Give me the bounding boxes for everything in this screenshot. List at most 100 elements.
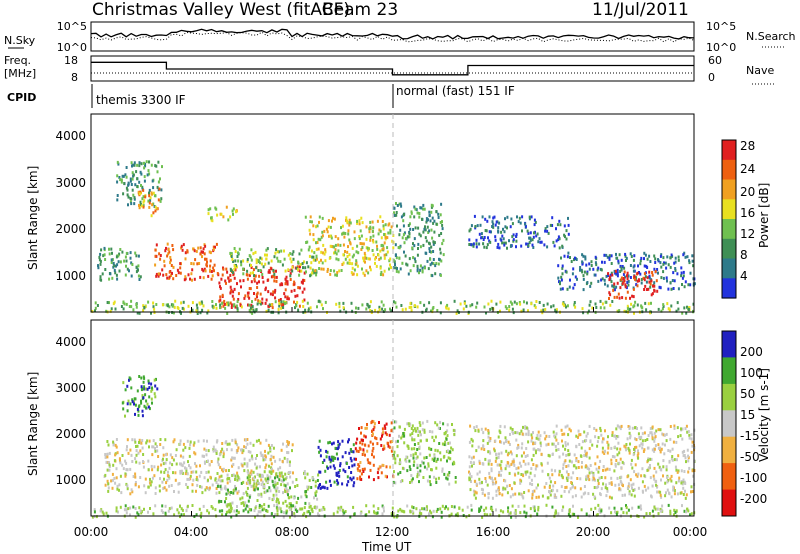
- power-cell: [416, 264, 419, 268]
- velocity-cell: [179, 471, 182, 475]
- power-cell: [264, 301, 267, 305]
- power-cell: [199, 311, 202, 315]
- velocity-cell: [567, 473, 570, 476]
- velocity-cell: [127, 507, 130, 511]
- velocity-cell: [255, 487, 258, 491]
- velocity-cell: [332, 441, 335, 445]
- power-cell: [611, 300, 614, 303]
- velocity-cell: [532, 505, 535, 509]
- velocity-cell: [491, 476, 493, 480]
- velocity-cell: [235, 513, 238, 517]
- velocity-cell: [567, 449, 570, 453]
- velocity-cell: [446, 434, 449, 438]
- velocity-cell: [469, 424, 472, 428]
- velocity-cell: [552, 442, 555, 446]
- power-cell: [264, 286, 267, 290]
- velocity-cell: [140, 399, 142, 403]
- power-cell: [97, 264, 99, 268]
- velocity-cell: [280, 448, 283, 452]
- velocity-cell: [495, 456, 498, 460]
- power-cell: [654, 257, 657, 261]
- velocity-cell: [241, 464, 244, 468]
- power-cell: [327, 219, 330, 223]
- power-cell: [109, 309, 112, 313]
- velocity-cell: [247, 474, 250, 478]
- velocity-cell: [413, 427, 416, 431]
- power-cell: [472, 244, 475, 248]
- velocity-cell: [653, 466, 656, 470]
- velocity-cell: [564, 447, 567, 451]
- power-cell: [160, 188, 163, 192]
- velocity-cell: [665, 439, 668, 443]
- power-cell: [148, 172, 151, 176]
- power-cell: [260, 257, 263, 261]
- velocity-cell: [258, 503, 261, 507]
- power-cell: [359, 229, 362, 233]
- power-cell: [620, 258, 623, 262]
- velocity-cell: [181, 508, 184, 512]
- power-cell: [567, 251, 570, 255]
- velocity-cell: [151, 468, 154, 472]
- power-cell: [321, 234, 324, 238]
- velocity-cell: [104, 455, 107, 459]
- power-cell: [674, 267, 677, 270]
- velocity-cell: [250, 469, 253, 473]
- power-cell: [410, 305, 413, 309]
- power-cell: [429, 219, 432, 223]
- velocity-cell: [303, 511, 306, 515]
- velocity-cell: [184, 472, 187, 476]
- power-cell: [342, 243, 345, 247]
- power-cell: [143, 166, 146, 170]
- velocity-cell: [428, 430, 431, 433]
- velocity-cell: [334, 456, 337, 460]
- velocity-cell: [508, 443, 511, 446]
- velocity-cell: [407, 446, 410, 450]
- power-cell: [625, 259, 627, 262]
- power-cell: [113, 264, 116, 268]
- power-cell: [322, 307, 324, 311]
- power-cell: [633, 254, 636, 258]
- velocity-cell: [304, 476, 307, 480]
- power-cell: [348, 238, 351, 242]
- power-cell: [290, 260, 293, 264]
- velocity-cell: [235, 509, 238, 513]
- power-cell: [511, 235, 514, 239]
- velocity-cell: [424, 507, 427, 511]
- velocity-cell: [555, 438, 558, 442]
- power-cell: [111, 258, 114, 262]
- velocity-cell: [136, 444, 139, 448]
- power-cell: [508, 239, 510, 243]
- power-cell: [227, 218, 230, 222]
- velocity-cell: [314, 493, 317, 497]
- power-cell: [125, 302, 128, 306]
- power-cell: [204, 257, 206, 261]
- power-cell: [274, 300, 277, 304]
- velocity-cell: [600, 433, 603, 437]
- power-cell: [651, 273, 654, 277]
- velocity-cell: [672, 440, 675, 444]
- power-cell: [333, 251, 335, 255]
- power-cell: [565, 237, 568, 241]
- velocity-cell: [482, 431, 485, 435]
- power-cell: [148, 188, 151, 192]
- velocity-cell: [368, 510, 371, 514]
- power-cell: [437, 262, 440, 266]
- power-cell: [270, 303, 273, 307]
- velocity-cell: [258, 473, 261, 477]
- power-cell: [560, 275, 563, 279]
- power-cell: [624, 275, 627, 279]
- velocity-cell: [681, 437, 684, 441]
- velocity-cell: [629, 442, 631, 446]
- velocity-cell: [537, 430, 540, 434]
- velocity-cell: [441, 504, 444, 508]
- velocity-cell: [672, 488, 675, 492]
- velocity-cell: [156, 445, 158, 448]
- velocity-cell: [564, 486, 567, 489]
- power-cell: [636, 303, 639, 307]
- velocity-cell: [624, 493, 626, 497]
- power-cell: [137, 190, 140, 194]
- velocity-cell: [350, 478, 353, 482]
- velocity-cell: [126, 402, 129, 406]
- power-cell: [239, 304, 242, 307]
- power-cbar-tick-16: 16: [740, 206, 755, 220]
